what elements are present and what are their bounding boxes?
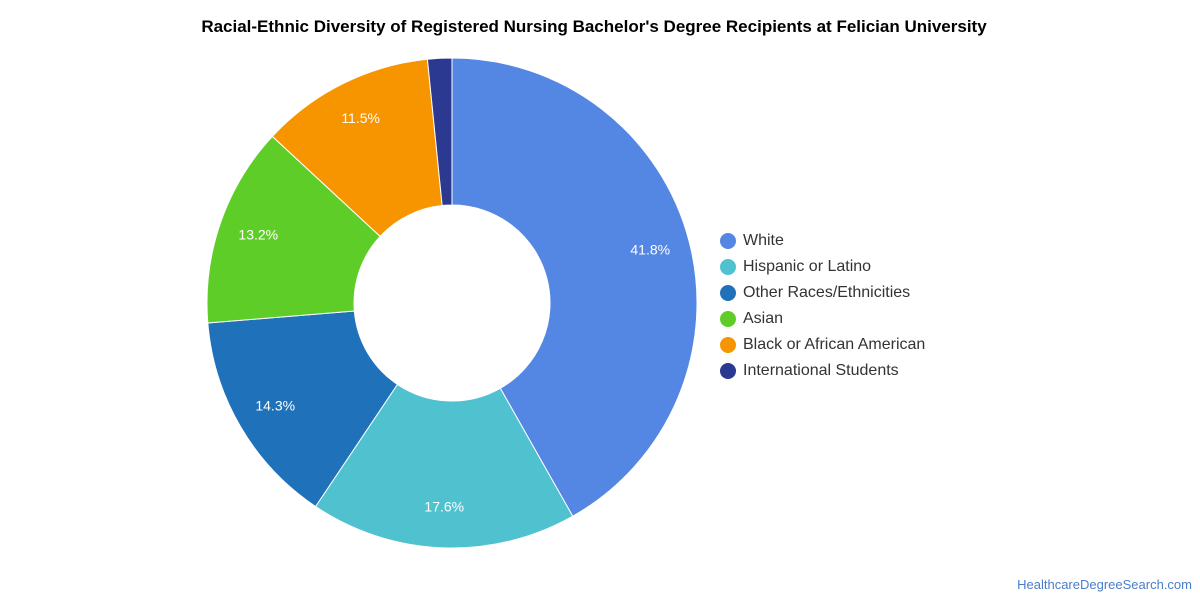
legend-label: International Students [743, 362, 899, 379]
slice-value-label: 13.2% [238, 227, 278, 243]
legend: White Hispanic or Latino Other Races/Ethni… [720, 228, 925, 384]
source-credit[interactable]: HealthcareDegreeSearch.com [1017, 577, 1192, 592]
slice-hispanic-or-latino[interactable] [314, 383, 574, 549]
legend-swatch [720, 363, 736, 379]
slice-other-races-ethnicities[interactable] [207, 310, 399, 508]
legend-item[interactable]: Hispanic or Latino [720, 254, 925, 280]
legend-item[interactable]: Other Races/Ethnicities [720, 280, 925, 306]
legend-item[interactable]: International Students [720, 358, 925, 384]
slice-value-label: 41.8% [630, 241, 670, 257]
legend-item[interactable]: White [720, 228, 925, 254]
slice-international-students[interactable] [426, 57, 453, 207]
legend-label: Asian [743, 310, 784, 327]
legend-label: Black or African American [743, 336, 926, 353]
slice-value-label: 11.5% [341, 110, 380, 126]
slice-asian[interactable] [206, 135, 381, 324]
slice-black-or-african-american[interactable] [271, 58, 443, 238]
legend-swatch [720, 311, 736, 327]
legend-swatch [720, 233, 736, 249]
chart-title: Racial-Ethnic Diversity of Registered Nu… [201, 17, 987, 36]
slice-value-label: 14.3% [255, 398, 295, 414]
legend-item[interactable]: Black or African American [720, 332, 925, 358]
legend-label: White [743, 232, 784, 249]
slice-white[interactable] [451, 57, 698, 517]
legend-swatch [720, 285, 736, 301]
legend-label: Hispanic or Latino [743, 258, 872, 275]
slice-value-label: 17.6% [424, 499, 464, 515]
legend-item[interactable]: Asian [720, 306, 925, 332]
legend-label: Other Races/Ethnicities [743, 284, 911, 301]
legend-swatch [720, 259, 736, 275]
legend-swatch [720, 337, 736, 353]
